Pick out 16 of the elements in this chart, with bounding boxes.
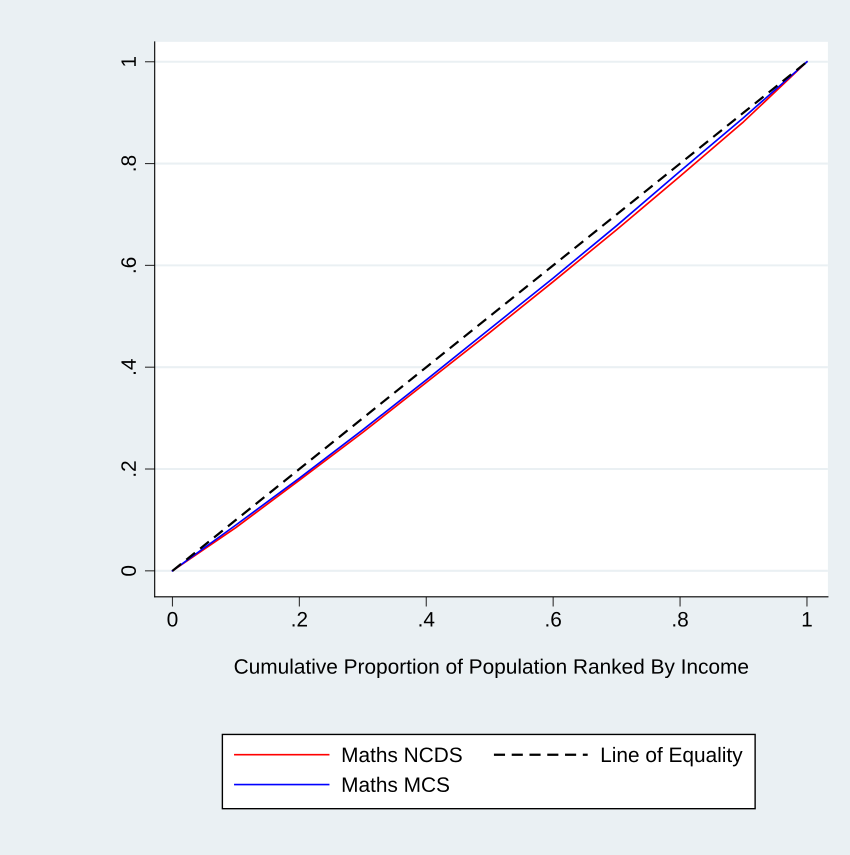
y-tick-label: 1	[121, 56, 136, 66]
x-tick-label: .4	[419, 612, 434, 626]
y-tick-label: .4	[121, 359, 136, 374]
y-tick-label: .2	[121, 461, 136, 476]
legend-label: Maths MCS	[342, 776, 449, 792]
x-tick-label: 0	[167, 612, 178, 627]
y-tick-label: 0	[121, 566, 136, 576]
legend-label: Line of Equality	[602, 746, 743, 766]
legend-label: Maths NCDS	[342, 746, 462, 762]
x-tick-label: .2	[292, 612, 308, 626]
y-tick-label: .6	[121, 258, 136, 272]
x-tick-label: .8	[673, 612, 688, 627]
x-axis-title: Cumulative Proportion of Population Ranked By Income	[234, 658, 748, 678]
y-tick-label: .8	[121, 156, 136, 170]
x-tick-label: 1	[802, 612, 812, 626]
x-tick-label: .6	[546, 612, 561, 627]
